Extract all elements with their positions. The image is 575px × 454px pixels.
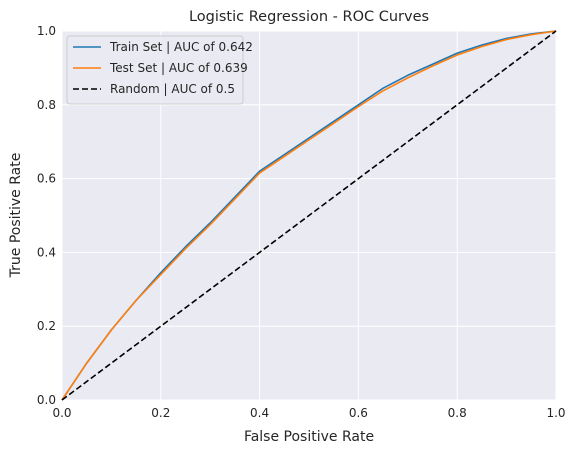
- x-tick-label: 0.6: [349, 406, 368, 420]
- x-tick-label: 1.0: [546, 406, 565, 420]
- series-layer: [61, 30, 557, 401]
- legend-label-0: Train Set | AUC of 0.642: [109, 40, 253, 54]
- legend-box: [66, 35, 244, 105]
- legend: Train Set | AUC of 0.642 Test Set | AUC o…: [66, 35, 253, 105]
- y-tick-label: 0.0: [37, 393, 56, 407]
- series-line-1: [61, 30, 557, 401]
- x-axis-label: False Positive Rate: [244, 429, 374, 445]
- chart-title: Logistic Regression - ROC Curves: [189, 9, 429, 25]
- x-tick-label: 0.4: [250, 406, 269, 420]
- y-tick-label: 1.0: [37, 24, 56, 38]
- y-tick-label: 0.4: [37, 245, 56, 259]
- y-tick-label: 0.8: [37, 98, 56, 112]
- y-tick-label: 0.2: [37, 319, 56, 333]
- legend-label-2: Random | AUC of 0.5: [110, 82, 235, 96]
- series-line-2: [61, 30, 557, 401]
- y-tick-labels: 0.0 0.2 0.4 0.6 0.8 1.0: [37, 24, 56, 407]
- y-axis-label: True Positive Rate: [8, 153, 24, 279]
- legend-label-1: Test Set | AUC of 0.639: [109, 61, 248, 75]
- x-tick-label: 0.0: [52, 406, 71, 420]
- x-tick-labels: 0.0 0.2 0.4 0.6 0.8 1.0: [52, 406, 565, 420]
- y-tick-label: 0.6: [37, 172, 56, 186]
- x-tick-label: 0.2: [151, 406, 170, 420]
- x-tick-label: 0.8: [448, 406, 467, 420]
- grid-lines: [61, 30, 557, 401]
